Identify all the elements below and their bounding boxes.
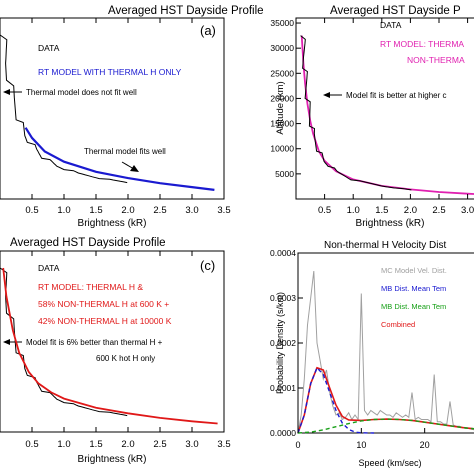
panel-a-xlabel: Brightness (kR) xyxy=(78,218,147,229)
panel-b-legend-model: RT MODEL: THERMA xyxy=(380,39,464,49)
panel-a-x-tick-label: 0.5 xyxy=(25,205,38,216)
panel-b-title: Averaged HST Dayside P xyxy=(330,5,461,17)
panel-b-x-tick-label: 0.5 xyxy=(318,205,331,216)
panel-c-legend-model-2: 58% NON-THERMAL H at 600 K + xyxy=(38,299,169,309)
panel-d-legend-mb2: MB Dist. Mean Tem xyxy=(381,302,446,311)
panel-c-legend-model-3: 42% NON-THERMAL H at 10000 K xyxy=(38,316,172,326)
panel-d-y-tick-label: 0.0002 xyxy=(270,338,296,348)
panel-c-x-tick-label: 2.5 xyxy=(153,439,166,450)
panel-d-xlabel: Speed (km/sec) xyxy=(358,458,421,468)
panel-c-model-line xyxy=(2,267,218,425)
panel-b-y-ticks: 5000 10000 15000 20000 25000 30000 35000 xyxy=(270,18,301,179)
panel-a-arrowhead-2 xyxy=(130,165,139,172)
panel-d-ylabel: Probability Density (s/km) xyxy=(275,292,285,394)
panel-b-legend-data: DATA xyxy=(380,20,402,30)
panel-a-x-ticks: 0.5 1.0 1.5 2.0 2.5 3.0 3.5 xyxy=(25,18,231,216)
panel-a-arrow-2 xyxy=(121,161,135,170)
panel-d-y-tick-label: 0.0004 xyxy=(270,248,296,258)
panel-b-y-tick-label: 15000 xyxy=(270,119,294,129)
panel-b: Averaged HST Dayside P Altitude (km) 500… xyxy=(270,5,474,229)
panel-c-x-tick-label: 0.5 xyxy=(25,439,38,450)
panel-a-x-tick-label: 1.5 xyxy=(89,205,102,216)
panel-c-x-tick-label: 3.0 xyxy=(185,439,198,450)
panel-c-title: Averaged HST Dayside Profile xyxy=(10,237,166,249)
panel-c-arrowhead xyxy=(3,339,10,345)
panel-c-frame xyxy=(0,250,225,433)
panel-a-x-tick-label: 3.5 xyxy=(217,205,230,216)
panel-c-x-ticks: 0.5 1.0 1.5 2.0 2.5 3.0 3.5 xyxy=(25,251,231,450)
panel-b-plot xyxy=(300,35,474,195)
panel-b-annotation-1: Model fit is better at higher c xyxy=(346,91,447,100)
panel-b-xlabel: Brightness (kR) xyxy=(356,218,425,229)
panel-d: Non-thermal H Velocity Dist Probability … xyxy=(270,240,474,468)
panel-c-annotation-2: 600 K hot H only xyxy=(96,354,155,363)
panel-c-legend-model: RT MODEL: THERMAL H & xyxy=(38,282,143,292)
panel-a-x-tick-label: 2.0 xyxy=(121,205,134,216)
panel-d-x-tick-label: 10 xyxy=(356,440,366,450)
panel-b-x-tick-label: 1.0 xyxy=(347,205,360,216)
panel-a-x-tick-label: 2.5 xyxy=(153,205,166,216)
panel-b-y-tick-label: 25000 xyxy=(270,68,294,78)
panel-b-legend-model-2: NON-THERMA xyxy=(407,55,465,65)
panel-b-y-tick-label: 35000 xyxy=(270,18,294,28)
panel-d-plot xyxy=(297,270,474,434)
panel-a-legend-model: RT MODEL WITH THERMAL H ONLY xyxy=(38,67,182,77)
panel-a-annotation-2: Thermal model fits well xyxy=(84,147,166,156)
panel-a-title: Averaged HST Dayside Profile xyxy=(108,5,264,17)
panel-b-x-tick-label: 3.0 xyxy=(461,205,474,216)
panel-b-y-tick-label: 5000 xyxy=(275,169,294,179)
panel-a-letter: (a) xyxy=(200,23,216,38)
panel-d-x-tick-label: 0 xyxy=(295,440,300,450)
panel-a-legend-data: DATA xyxy=(38,43,60,53)
panel-c-legend-data: DATA xyxy=(38,263,60,273)
panel-d-frame xyxy=(297,252,474,434)
panel-c-annotation-1: Model fit is 6% better than thermal H + xyxy=(26,338,163,347)
panel-b-y-tick-label: 10000 xyxy=(270,144,294,154)
panel-a-arrowhead-1 xyxy=(3,89,10,95)
panel-d-mc-line xyxy=(297,270,474,434)
panel-d-title: Non-thermal H Velocity Dist xyxy=(324,240,446,251)
panel-b-x-tick-label: 2.0 xyxy=(404,205,417,216)
panel-d-y-tick-label: 0.0003 xyxy=(270,293,296,303)
panel-c-x-tick-label: 2.0 xyxy=(121,439,134,450)
panel-b-y-tick-label: 30000 xyxy=(270,43,294,53)
panel-d-legend-mc: MC Model Vel. Dist. xyxy=(381,266,447,275)
panel-b-x-tick-label: 1.5 xyxy=(375,205,388,216)
panel-a-plot xyxy=(0,34,215,191)
panel-c-x-tick-label: 1.0 xyxy=(57,439,70,450)
panel-d-x-tick-label: 20 xyxy=(420,440,430,450)
panel-b-arrowhead xyxy=(323,92,330,98)
panel-a-data-line xyxy=(0,34,128,184)
panel-b-data-line xyxy=(300,35,412,191)
panel-d-y-tick-label: 0.0001 xyxy=(270,383,296,393)
panel-d-legend-mb1: MB Dist. Mean Tem xyxy=(381,284,446,293)
panel-a-model-line xyxy=(24,127,215,191)
panel-a-x-tick-label: 3.0 xyxy=(185,205,198,216)
panel-c-xlabel: Brightness (kR) xyxy=(78,454,147,465)
panel-a-x-tick-label: 1.0 xyxy=(57,205,70,216)
panel-b-frame xyxy=(295,17,474,200)
panel-d-x-ticks: 0 10 20 xyxy=(295,428,430,450)
panel-a-annotation-1: Thermal model does not fit well xyxy=(26,88,137,97)
panel-d-legend-combined: Combined xyxy=(381,320,415,329)
panel-b-y-tick-label: 20000 xyxy=(270,93,294,103)
panel-c-letter: (c) xyxy=(200,258,215,273)
panel-a-frame xyxy=(0,17,225,200)
panel-d-y-tick-label: 0.0000 xyxy=(270,428,296,438)
panel-a: Averaged HST Dayside Profile (a) DATA RT… xyxy=(0,5,264,229)
panel-c-x-tick-label: 3.5 xyxy=(217,439,230,450)
panel-c-x-tick-label: 1.5 xyxy=(89,439,102,450)
panel-b-x-tick-label: 2.5 xyxy=(432,205,445,216)
panel-c: Averaged HST Dayside Profile (c) DATA RT… xyxy=(0,237,231,465)
panel-b-ylabel: Altitude (km) xyxy=(275,81,286,134)
panel-b-x-ticks: 0.51.01.52.02.53.03.5 xyxy=(318,18,474,216)
panel-d-mb1-line xyxy=(297,366,375,434)
panel-c-plot xyxy=(0,267,218,425)
